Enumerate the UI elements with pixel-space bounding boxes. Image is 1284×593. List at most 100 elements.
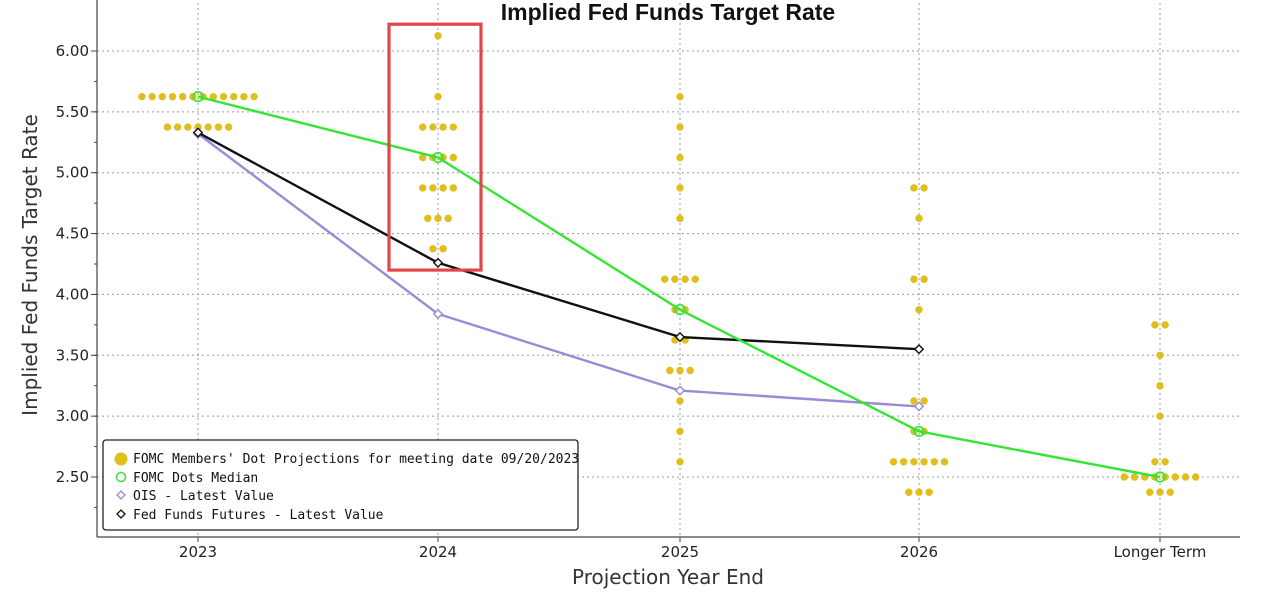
dot-projection (138, 92, 146, 101)
series-marker (192, 127, 204, 138)
dot-projections (138, 32, 1200, 496)
dot-projection (1151, 321, 1159, 329)
y-tick-label: 5.50 (56, 103, 89, 121)
dot-projection (194, 123, 202, 131)
series-line (197, 95, 1161, 479)
dot-projection (681, 275, 689, 283)
dot-projection (910, 275, 918, 283)
series-marker (674, 304, 686, 316)
legend-dot-marker (114, 452, 128, 466)
dot-projection (1156, 351, 1164, 359)
dot-projection (1151, 458, 1159, 466)
x-tick-label: 2023 (179, 543, 217, 561)
dot-projection (1161, 458, 1169, 466)
dot-projection (676, 427, 684, 436)
dot-projection (173, 123, 182, 131)
dot-projection (434, 92, 442, 101)
series-line (197, 132, 920, 408)
dot-projection (930, 458, 938, 466)
dot-projection (915, 305, 923, 314)
dot-projection (1171, 473, 1180, 481)
highlight-box (387, 22, 483, 272)
x-tick-label: 2025 (661, 543, 699, 561)
dot-projection (449, 153, 457, 162)
dot-projection (671, 275, 679, 283)
series-marker (913, 344, 925, 355)
dot-projection (900, 458, 908, 466)
dot-projection (1156, 412, 1164, 420)
dot-projection (920, 397, 928, 405)
axes (96, 0, 1240, 538)
dot-projection (889, 458, 898, 466)
dot-projection (1146, 488, 1154, 496)
y-tick-label: 3.50 (56, 346, 89, 364)
legend-label-median: FOMC Dots Median (133, 471, 258, 486)
dot-projection (1181, 473, 1190, 481)
dot-projection (204, 123, 212, 131)
chart-title: Implied Fed Funds Target Rate (501, 0, 835, 25)
dot-projection (434, 32, 442, 40)
dot-projection (148, 92, 156, 101)
dot-projection (1161, 321, 1169, 329)
dot-projection (250, 92, 258, 101)
dot-projection (915, 488, 923, 496)
series-marker (913, 401, 925, 412)
series-marker (432, 257, 444, 268)
dot-projection (1156, 488, 1164, 496)
legend-futures-marker (116, 509, 126, 519)
dot-projection (920, 184, 928, 192)
dot-projection (439, 184, 447, 192)
dot-projection (163, 123, 172, 131)
legend: FOMC Members' Dot Projections for meetin… (102, 439, 579, 531)
dot-projection (214, 123, 223, 131)
x-axis-title: Projection Year End (572, 565, 764, 589)
dot-projection (676, 123, 684, 131)
y-tick-label: 4.00 (56, 285, 89, 303)
dot-projection (686, 366, 694, 375)
y-ticks: 2.50 3.00 3.50 4.00 4.50 5.00 5.50 6.00 (56, 42, 97, 508)
y-tick-label: 3.00 (56, 407, 89, 425)
dot-projection (691, 275, 699, 283)
dot-projection (429, 245, 437, 253)
y-tick-label: 5.00 (56, 164, 89, 182)
series-marker (1154, 471, 1166, 483)
dot-projection (449, 184, 457, 192)
dot-projection (219, 92, 228, 101)
series-marker (432, 151, 444, 164)
dot-projection (676, 184, 684, 192)
dot-projection (1166, 488, 1174, 496)
dot-projection (424, 214, 432, 223)
series-line (197, 131, 920, 351)
dot-projection (676, 458, 684, 466)
y-tick-label: 6.00 (56, 42, 89, 60)
series-marker (192, 91, 204, 103)
dot-projection (419, 184, 427, 192)
series-marker (432, 308, 444, 320)
series-marker (674, 385, 686, 396)
dot-projection (1192, 473, 1200, 481)
dot-projection (434, 214, 442, 223)
dot-projection (439, 245, 447, 253)
dot-projection (439, 123, 447, 131)
dot-projection (240, 92, 248, 101)
dot-projection (224, 123, 233, 131)
series-marker (674, 331, 686, 343)
dot-projection (158, 92, 166, 101)
x-tick-label: 2026 (900, 543, 938, 561)
dot-projection (429, 184, 437, 192)
dot-projection (676, 214, 684, 223)
dot-projection (910, 397, 918, 405)
dot-projection (419, 153, 427, 162)
grid (97, 3, 1240, 537)
dot-projection (910, 184, 918, 192)
series-lines (192, 91, 1166, 483)
legend-ois-marker (116, 490, 126, 500)
dot-projection (444, 214, 452, 223)
series-marker (913, 425, 925, 437)
y-tick-label: 4.50 (56, 225, 89, 243)
legend-label-futures: Fed Funds Futures - Latest Value (133, 508, 384, 523)
dot-projection (449, 123, 457, 131)
dot-projection (230, 92, 238, 101)
legend-label-dots: FOMC Members' Dot Projections for meetin… (133, 452, 579, 467)
